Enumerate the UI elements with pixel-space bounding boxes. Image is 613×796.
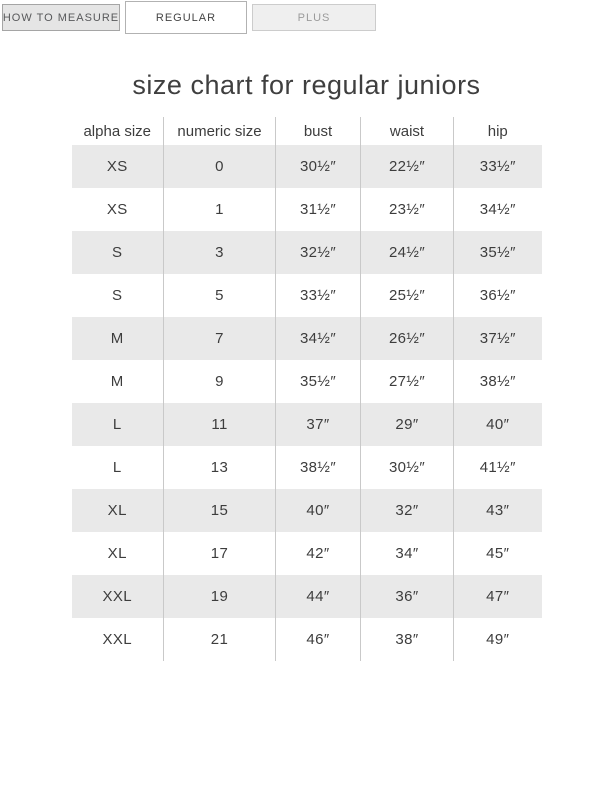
table-cell: 9 bbox=[163, 360, 276, 403]
table-cell: 0 bbox=[163, 145, 276, 188]
header-row: alpha size numeric size bust waist hip bbox=[71, 117, 542, 145]
table-cell: 29″ bbox=[360, 403, 454, 446]
table-cell: 45″ bbox=[453, 532, 542, 575]
size-chart-tabbar: HOW TO MEASURE REGULAR PLUS bbox=[0, 0, 613, 34]
table-cell: 17 bbox=[163, 532, 276, 575]
table-cell: 38″ bbox=[360, 618, 454, 661]
table-cell: 23½″ bbox=[360, 188, 454, 231]
table-cell: 44″ bbox=[275, 575, 361, 618]
table-cell: 35½″ bbox=[453, 231, 542, 274]
table-cell: 15 bbox=[163, 489, 276, 532]
table-cell: 21 bbox=[163, 618, 276, 661]
table-cell: XS bbox=[71, 188, 164, 231]
table-cell: 34½″ bbox=[453, 188, 542, 231]
table-cell: M bbox=[71, 317, 164, 360]
table-cell: 42″ bbox=[275, 532, 361, 575]
tab-how-to-measure[interactable]: HOW TO MEASURE bbox=[2, 4, 120, 31]
table-cell: XL bbox=[71, 532, 164, 575]
table-cell: 11 bbox=[163, 403, 276, 446]
table-cell: 33½″ bbox=[275, 274, 361, 317]
table-cell: 25½″ bbox=[360, 274, 454, 317]
tab-regular[interactable]: REGULAR bbox=[125, 1, 247, 34]
table-cell: M bbox=[71, 360, 164, 403]
table-cell: 49″ bbox=[453, 618, 542, 661]
table-row: XXL 21 46″ 38″ 49″ bbox=[71, 618, 542, 661]
table-cell: 22½″ bbox=[360, 145, 454, 188]
table-cell: 35½″ bbox=[275, 360, 361, 403]
table-cell: XS bbox=[71, 145, 164, 188]
table-cell: L bbox=[71, 403, 164, 446]
table-cell: 7 bbox=[163, 317, 276, 360]
column-header-waist: waist bbox=[360, 117, 454, 145]
table-cell: 41½″ bbox=[453, 446, 542, 489]
table-cell: 5 bbox=[163, 274, 276, 317]
table-cell: L bbox=[71, 446, 164, 489]
column-header-alpha-size: alpha size bbox=[71, 117, 164, 145]
table-row: M 9 35½″ 27½″ 38½″ bbox=[71, 360, 542, 403]
table-row: S 5 33½″ 25½″ 36½″ bbox=[71, 274, 542, 317]
table-cell: XXL bbox=[71, 575, 164, 618]
table-cell: 24½″ bbox=[360, 231, 454, 274]
size-chart-table: alpha size numeric size bust waist hip X… bbox=[71, 117, 542, 661]
table-row: M 7 34½″ 26½″ 37½″ bbox=[71, 317, 542, 360]
table-cell: 27½″ bbox=[360, 360, 454, 403]
table-cell: 43″ bbox=[453, 489, 542, 532]
table-cell: S bbox=[71, 274, 164, 317]
table-cell: 36″ bbox=[360, 575, 454, 618]
table-cell: 26½″ bbox=[360, 317, 454, 360]
table-cell: 32″ bbox=[360, 489, 454, 532]
table-cell: 37″ bbox=[275, 403, 361, 446]
table-cell: XL bbox=[71, 489, 164, 532]
table-cell: 34½″ bbox=[275, 317, 361, 360]
table-cell: 36½″ bbox=[453, 274, 542, 317]
table-cell: 3 bbox=[163, 231, 276, 274]
column-header-bust: bust bbox=[275, 117, 361, 145]
table-cell: XXL bbox=[71, 618, 164, 661]
tab-plus[interactable]: PLUS bbox=[252, 4, 376, 31]
table-cell: 47″ bbox=[453, 575, 542, 618]
table-cell: 32½″ bbox=[275, 231, 361, 274]
column-header-hip: hip bbox=[453, 117, 542, 145]
table-cell: S bbox=[71, 231, 164, 274]
table-cell: 38½″ bbox=[453, 360, 542, 403]
table-row: L 13 38½″ 30½″ 41½″ bbox=[71, 446, 542, 489]
table-cell: 30½″ bbox=[360, 446, 454, 489]
page-title: size chart for regular juniors bbox=[132, 70, 481, 100]
table-cell: 46″ bbox=[275, 618, 361, 661]
size-chart-body: XS 0 30½″ 22½″ 33½″ XS 1 31½″ 23½″ 34½″ S 3 32½″ 24½″… bbox=[71, 145, 542, 661]
table-row: XL 17 42″ 34″ 45″ bbox=[71, 532, 542, 575]
table-row: XXL 19 44″ 36″ 47″ bbox=[71, 575, 542, 618]
table-row: L 11 37″ 29″ 40″ bbox=[71, 403, 542, 446]
table-cell: 13 bbox=[163, 446, 276, 489]
column-header-numeric-size: numeric size bbox=[163, 117, 276, 145]
table-cell: 38½″ bbox=[275, 446, 361, 489]
table-row: XS 0 30½″ 22½″ 33½″ bbox=[71, 145, 542, 188]
table-cell: 31½″ bbox=[275, 188, 361, 231]
table-cell: 37½″ bbox=[453, 317, 542, 360]
table-cell: 40″ bbox=[453, 403, 542, 446]
table-cell: 40″ bbox=[275, 489, 361, 532]
table-row: XL 15 40″ 32″ 43″ bbox=[71, 489, 542, 532]
table-row: S 3 32½″ 24½″ 35½″ bbox=[71, 231, 542, 274]
table-cell: 1 bbox=[163, 188, 276, 231]
table-row: XS 1 31½″ 23½″ 34½″ bbox=[71, 188, 542, 231]
table-cell: 19 bbox=[163, 575, 276, 618]
table-cell: 30½″ bbox=[275, 145, 361, 188]
table-cell: 34″ bbox=[360, 532, 454, 575]
table-cell: 33½″ bbox=[453, 145, 542, 188]
